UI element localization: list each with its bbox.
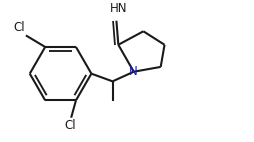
Text: Cl: Cl: [13, 21, 25, 35]
Text: Cl: Cl: [65, 119, 76, 132]
Text: N: N: [129, 65, 138, 78]
Text: HN: HN: [109, 2, 127, 15]
